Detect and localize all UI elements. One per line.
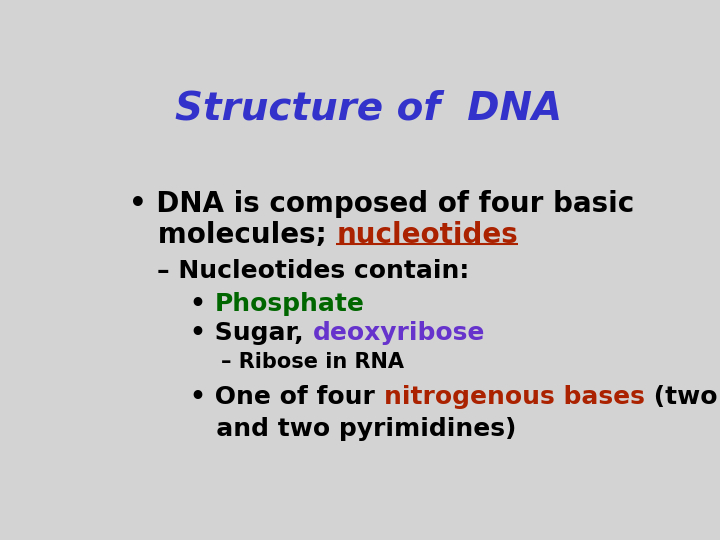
Text: – Nucleotides contain:: – Nucleotides contain: <box>157 259 469 282</box>
Text: and two pyrimidines): and two pyrimidines) <box>190 417 517 441</box>
Text: (two purines: (two purines <box>645 386 720 409</box>
Text: nucleotides: nucleotides <box>336 221 518 249</box>
Text: Phosphate: Phosphate <box>215 292 365 316</box>
Text: • Sugar,: • Sugar, <box>190 321 312 345</box>
Text: – Ribose in RNA: – Ribose in RNA <box>221 352 404 372</box>
Text: •: • <box>190 292 215 316</box>
Text: nitrogenous bases: nitrogenous bases <box>384 386 645 409</box>
Text: Structure of  DNA: Structure of DNA <box>176 90 562 127</box>
Text: deoxyribose: deoxyribose <box>312 321 485 345</box>
Text: • DNA is composed of four basic: • DNA is composed of four basic <box>129 190 634 218</box>
Text: • One of four: • One of four <box>190 386 384 409</box>
Text: molecules;: molecules; <box>129 221 336 249</box>
